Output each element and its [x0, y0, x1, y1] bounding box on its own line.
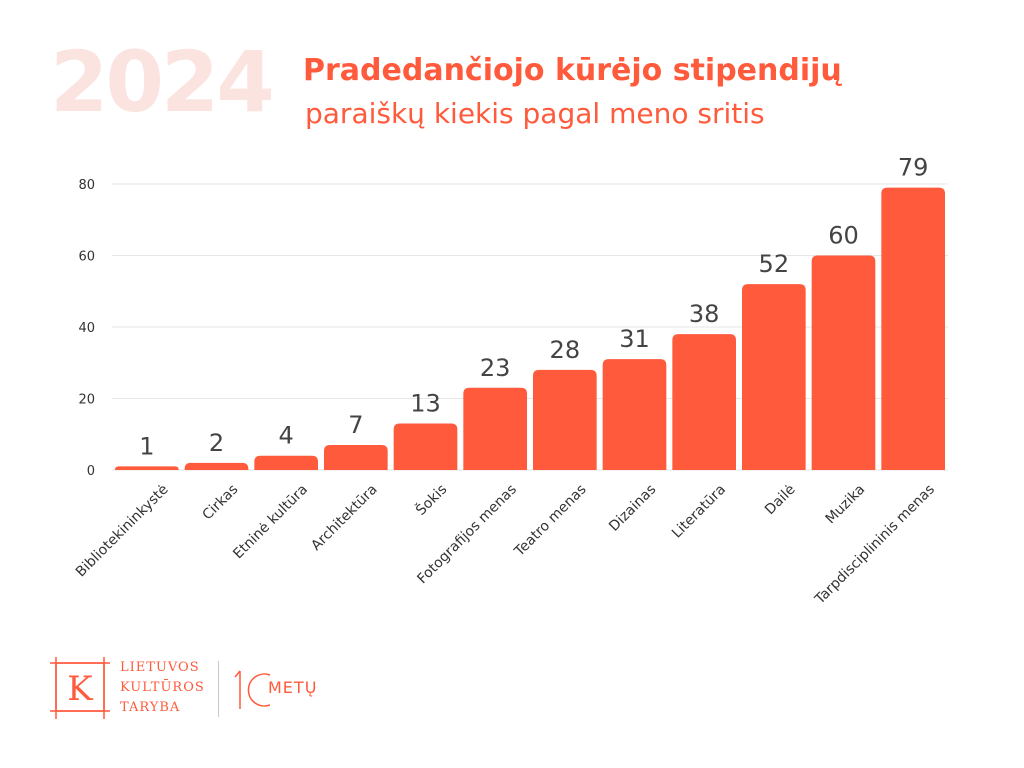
value-label: 13: [410, 390, 441, 418]
bar: [533, 369, 597, 470]
x-tick-label: Dailė: [762, 482, 799, 519]
y-tick-label: 0: [87, 464, 95, 479]
value-label: 28: [550, 336, 581, 364]
bars: [115, 187, 945, 470]
x-tick-label: Etninė kultūra: [230, 482, 311, 563]
x-tick-label: Bibliotekininkystė: [73, 482, 172, 581]
value-label: 1: [139, 432, 154, 460]
gridlines: [112, 183, 948, 471]
anniversary-mark-icon: [234, 670, 271, 709]
x-tick-label: Dizainas: [606, 482, 659, 535]
x-tick-label: Muzika: [823, 482, 869, 528]
value-label: 79: [898, 154, 929, 182]
chart-title: Pradedančiojo kūrėjo stipendijų: [303, 53, 842, 88]
bar: [393, 423, 458, 470]
bar: [324, 444, 388, 470]
y-tick-label: 60: [78, 250, 95, 265]
y-tick-label: 40: [78, 321, 95, 336]
value-label: 2: [209, 429, 224, 457]
logo-letter: K: [67, 669, 93, 709]
bar: [881, 187, 945, 470]
y-axis-ticks: 0 20 40 60 80: [78, 178, 95, 479]
bar: [602, 359, 667, 470]
organization-logo: K LIETUVOS KULTŪROS TARYBA 10 METŲ: [50, 655, 330, 725]
bar: [742, 284, 806, 470]
value-label: 38: [689, 300, 720, 328]
bar: [254, 455, 318, 470]
org-name-line-3: TARYBA: [120, 700, 181, 715]
value-label: 4: [279, 422, 294, 450]
x-tick-label: Šokis: [412, 480, 451, 519]
value-label: 23: [480, 354, 511, 382]
x-tick-label: Tarpdisciplininis menas: [811, 482, 938, 609]
x-tick-label: Cirkas: [199, 482, 241, 524]
x-tick-label: Literatūra: [669, 482, 729, 542]
bar: [811, 255, 876, 470]
value-label: 52: [759, 250, 790, 278]
y-tick-label: 20: [78, 393, 95, 408]
bar: [184, 462, 249, 470]
org-name-line-2: KULTŪROS: [120, 680, 205, 695]
bar: [115, 466, 179, 470]
bar-chart: 0 20 40 60 80 1 2 4 7 13 23 28 31 38 52 60 79 Bibliotek…: [73, 154, 948, 608]
k-logo-icon: K: [50, 657, 110, 719]
value-label: 60: [828, 222, 859, 250]
bar: [463, 387, 527, 470]
value-label: 7: [348, 411, 363, 439]
value-label: 31: [619, 325, 650, 353]
year-heading: 2024: [50, 33, 275, 131]
value-labels: 1 2 4 7 13 23 28 31 38 52 60 79: [139, 154, 928, 461]
x-tick-label: Teatro menas: [511, 482, 590, 561]
bar: [672, 334, 736, 470]
org-name-line-1: LIETUVOS: [120, 660, 200, 675]
chart-subtitle: paraiškų kiekis pagal meno sritis: [305, 97, 765, 130]
x-tick-label: Architektūra: [308, 482, 380, 554]
anniversary-word: METŲ: [268, 678, 318, 697]
logo-divider: [218, 661, 219, 717]
y-tick-label: 80: [78, 178, 95, 193]
